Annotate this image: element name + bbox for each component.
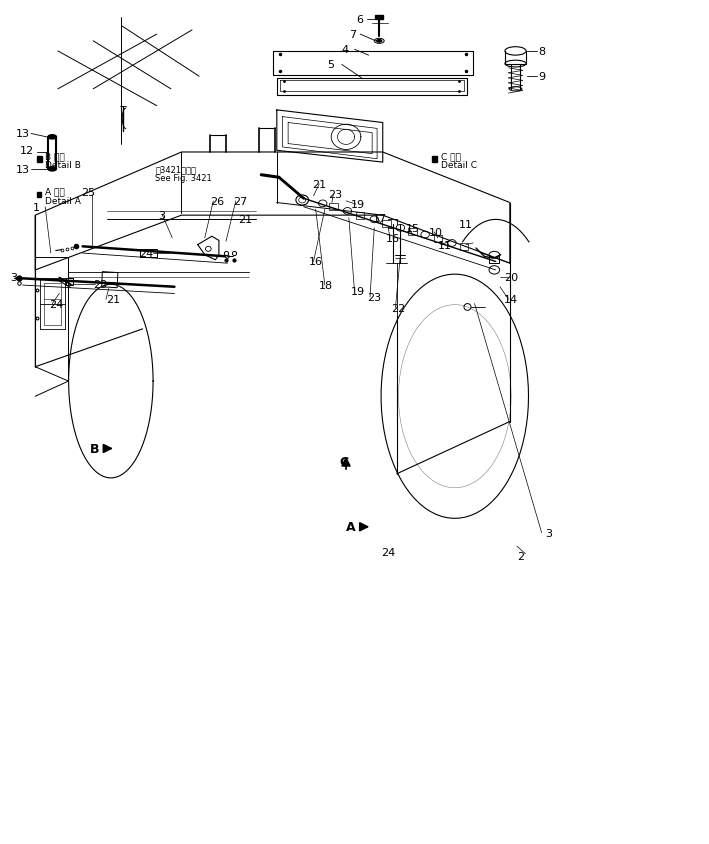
Text: 27: 27 [233,197,247,207]
Text: Detail A: Detail A [45,197,81,206]
Text: Detail C: Detail C [441,161,476,170]
Text: B 詳細: B 詳細 [45,152,65,160]
Text: 17: 17 [373,214,387,224]
Ellipse shape [489,267,500,275]
Text: 2: 2 [517,552,524,561]
Text: 15: 15 [406,224,419,234]
Text: 18: 18 [319,281,333,290]
Text: 19: 19 [351,287,365,296]
Text: 24: 24 [381,548,396,557]
Text: 11: 11 [459,219,473,230]
Text: 1: 1 [33,203,40,213]
Bar [101,273,118,289]
Text: 26: 26 [210,197,224,207]
Ellipse shape [343,208,352,215]
Text: C 詳細: C 詳細 [441,152,461,160]
Text: 12: 12 [20,146,34,156]
Bar [459,244,468,251]
Text: 13: 13 [16,165,30,175]
Ellipse shape [48,167,57,171]
Text: 21: 21 [238,215,252,225]
Bar [432,157,437,163]
Ellipse shape [298,197,306,203]
Bar [489,257,499,264]
Text: 21: 21 [312,180,326,190]
Text: 7: 7 [349,30,356,40]
Text: 16: 16 [386,234,401,244]
Text: 19: 19 [351,200,365,210]
Ellipse shape [206,247,211,252]
Text: 3: 3 [158,211,165,221]
Bar [408,229,417,235]
Ellipse shape [505,47,526,56]
Bar [140,250,157,258]
Text: C: C [339,456,348,469]
Ellipse shape [370,217,379,224]
Text: 23: 23 [93,280,107,289]
Ellipse shape [464,304,471,311]
Bar [37,193,41,198]
Bar [356,213,364,219]
Text: 24: 24 [139,249,153,259]
Bar [37,157,42,163]
Bar [434,236,442,243]
Text: 13: 13 [16,129,30,139]
Ellipse shape [376,41,381,43]
Text: See Fig. 3421: See Fig. 3421 [155,174,212,182]
Text: 10: 10 [429,228,442,238]
Text: 25: 25 [82,188,95,198]
Text: 23: 23 [367,293,381,302]
Text: 第3421図参照: 第3421図参照 [155,165,196,174]
Ellipse shape [296,196,308,206]
Ellipse shape [396,225,405,232]
Ellipse shape [447,241,456,247]
Text: A: A [346,521,356,533]
Text: 20: 20 [504,273,518,282]
Bar [389,220,397,229]
Ellipse shape [489,252,500,259]
Bar [67,279,74,286]
Bar [375,16,384,20]
Text: B: B [90,442,100,456]
Text: 3: 3 [10,273,17,282]
Text: 6: 6 [356,15,363,24]
Ellipse shape [374,39,384,44]
Bar [382,221,391,228]
Ellipse shape [509,88,522,92]
Ellipse shape [318,201,327,208]
Text: 8: 8 [538,47,545,57]
Bar [329,204,337,211]
Text: 22: 22 [391,304,406,313]
Text: 9: 9 [538,72,545,82]
Text: 3: 3 [545,528,552,538]
Ellipse shape [421,232,430,239]
Text: 14: 14 [504,295,518,305]
Text: 23: 23 [328,190,342,200]
Text: 5: 5 [328,60,335,70]
Text: 21: 21 [106,295,120,305]
Text: Detail B: Detail B [45,161,81,170]
Ellipse shape [505,61,526,68]
Text: 11: 11 [438,241,452,251]
Text: 4: 4 [342,46,349,55]
Ellipse shape [48,136,57,140]
Text: 24: 24 [50,300,64,309]
Text: A 詳細: A 詳細 [45,187,65,196]
Text: 16: 16 [308,257,323,268]
